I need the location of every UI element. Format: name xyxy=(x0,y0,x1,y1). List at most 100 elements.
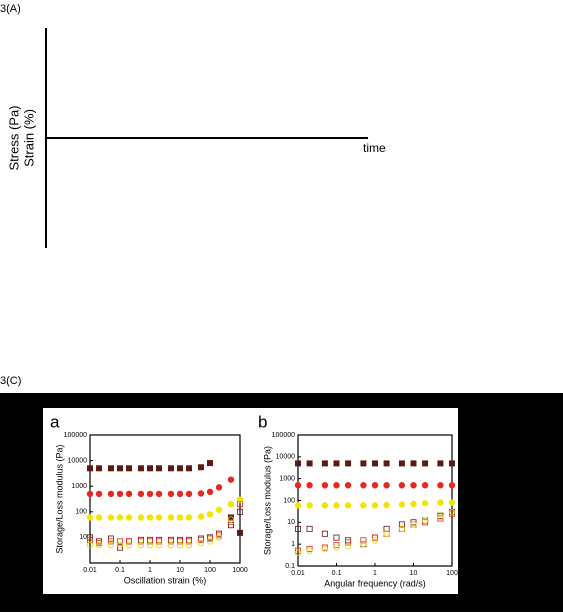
y-tick-label: 100000 xyxy=(272,432,295,439)
point xyxy=(86,514,94,521)
x-tick-label: 10 xyxy=(410,570,418,577)
y-tick-label: 10 xyxy=(79,534,87,541)
point xyxy=(185,541,193,549)
point xyxy=(137,541,145,549)
point xyxy=(167,538,174,545)
y-tick-label: 1 xyxy=(291,541,295,548)
point xyxy=(321,530,328,537)
point xyxy=(125,541,133,549)
point xyxy=(227,516,235,523)
point xyxy=(227,476,235,483)
point xyxy=(117,544,124,551)
point xyxy=(185,490,193,498)
point xyxy=(206,488,214,496)
point xyxy=(206,460,213,467)
point xyxy=(146,541,154,549)
point xyxy=(206,511,214,518)
point xyxy=(125,514,133,521)
x-tick-label: 100 xyxy=(446,570,458,577)
point xyxy=(95,490,103,498)
point xyxy=(398,501,406,508)
x-tick-label: 10 xyxy=(176,567,184,574)
point xyxy=(383,482,390,489)
point xyxy=(107,465,114,472)
point xyxy=(206,535,213,542)
point xyxy=(156,538,163,545)
point xyxy=(360,460,367,467)
point xyxy=(227,500,235,508)
point xyxy=(306,547,313,554)
point xyxy=(360,502,367,509)
x-tick-label: 0.01 xyxy=(83,567,97,574)
plots: a0.01 0.1 1 10 100 100010000010000100010010Os… xyxy=(50,412,458,588)
point xyxy=(421,500,429,507)
point xyxy=(155,541,163,549)
point xyxy=(137,465,144,472)
point xyxy=(186,465,193,472)
point xyxy=(146,514,154,521)
y-tick-label: 1000 xyxy=(279,476,295,483)
point xyxy=(167,490,175,498)
point xyxy=(87,465,94,472)
point xyxy=(116,490,124,498)
point xyxy=(398,521,405,528)
point xyxy=(227,518,234,525)
point xyxy=(306,482,313,489)
panel-label: a xyxy=(50,412,60,431)
point xyxy=(437,460,444,467)
x-tick-label: 0.1 xyxy=(332,570,342,577)
point xyxy=(215,534,223,541)
point xyxy=(227,514,234,521)
point xyxy=(333,544,340,551)
point xyxy=(155,514,163,521)
point xyxy=(383,501,390,509)
point xyxy=(86,490,94,498)
y-tick-label: 1000 xyxy=(71,483,87,490)
x-tick-label: 1000 xyxy=(232,567,248,574)
panel-label: b xyxy=(258,412,267,431)
x-tick-label: 1 xyxy=(373,570,377,577)
point xyxy=(344,482,352,489)
point xyxy=(146,490,154,498)
point xyxy=(421,482,429,489)
point xyxy=(333,534,340,541)
x-axis-label: Oscillation strain (%) xyxy=(124,575,207,585)
point xyxy=(306,502,313,509)
point xyxy=(197,536,204,543)
point xyxy=(360,482,367,489)
point xyxy=(333,502,340,509)
point xyxy=(167,541,175,549)
y-axis-label: Storage/Loss modulus (Pa) xyxy=(54,444,64,553)
point xyxy=(86,541,94,549)
y-axis-label: Storage/Loss modulus (Pa) xyxy=(262,446,272,555)
point xyxy=(383,460,390,467)
y-axis-label: Stress (Pa) xyxy=(6,105,21,170)
figure-label: 3(A) xyxy=(0,3,21,15)
point xyxy=(306,525,313,532)
point xyxy=(215,506,223,513)
point xyxy=(176,514,184,521)
point xyxy=(107,514,115,521)
point xyxy=(410,460,417,467)
point xyxy=(437,513,444,520)
point xyxy=(333,460,340,467)
y-tick-label: 100 xyxy=(75,509,87,516)
y-tick-label: 100000 xyxy=(64,432,87,439)
point xyxy=(371,460,378,467)
point xyxy=(176,490,184,498)
point xyxy=(321,545,329,553)
point xyxy=(116,514,124,521)
point xyxy=(236,529,243,536)
x-axis-label: Angular frequency (rad/s) xyxy=(324,578,426,588)
point xyxy=(95,541,103,549)
point xyxy=(107,541,115,549)
point xyxy=(215,484,223,491)
point xyxy=(410,482,417,489)
point xyxy=(146,465,153,472)
point xyxy=(333,482,340,489)
point xyxy=(306,460,313,467)
point xyxy=(197,490,205,497)
y-tick-label: 100 xyxy=(283,497,295,504)
point xyxy=(321,460,328,467)
